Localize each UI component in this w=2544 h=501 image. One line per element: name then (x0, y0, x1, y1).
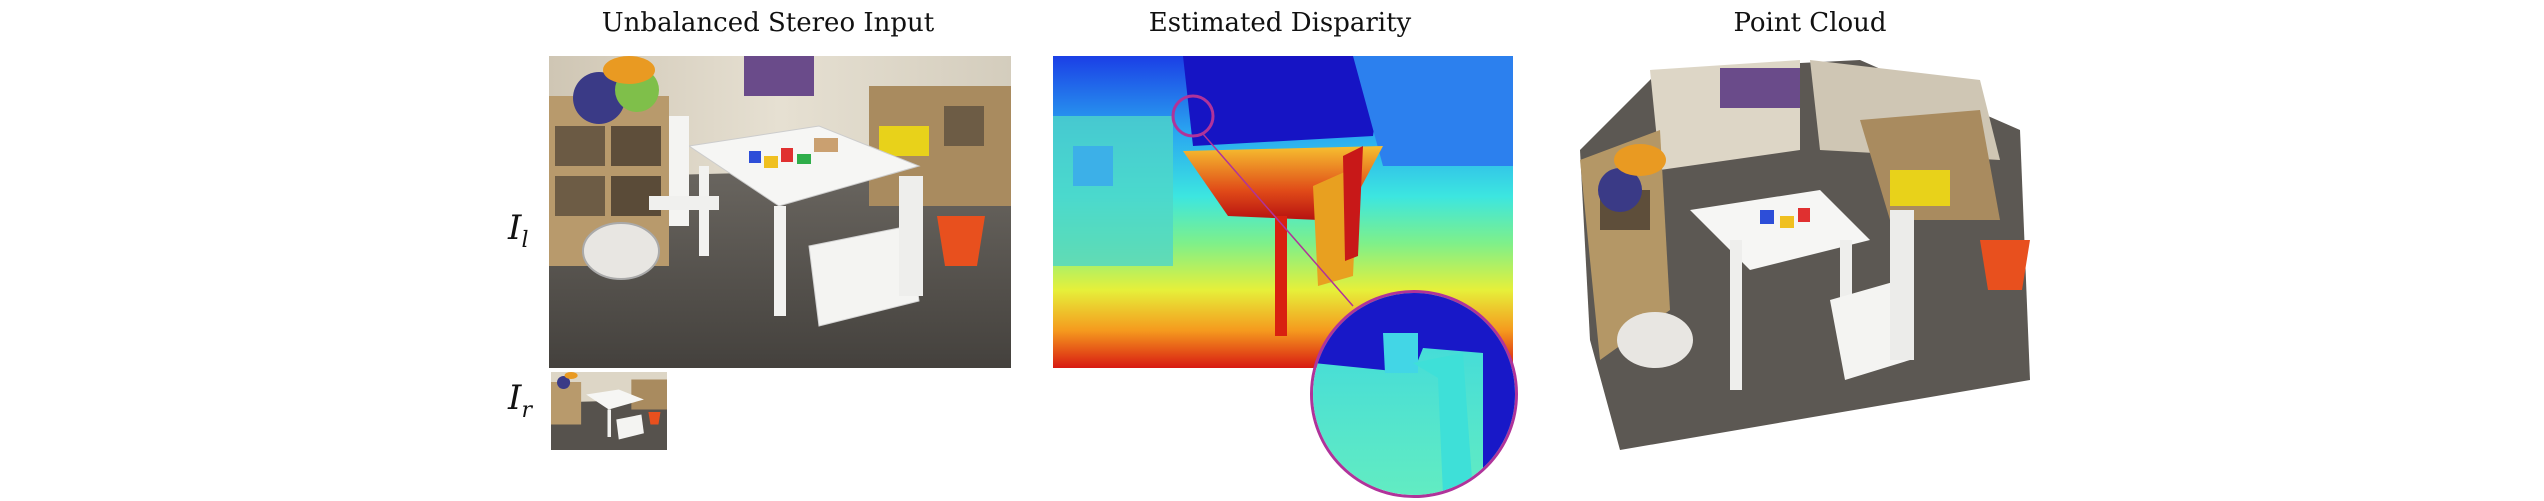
left-stereo-image (549, 56, 1011, 368)
title-input: Unbalanced Stereo Input (601, 8, 935, 38)
point-cloud (1560, 40, 2040, 460)
disparity-map (1053, 56, 1513, 368)
right-label-sub: r (521, 397, 532, 423)
right-label-symbol: I (508, 378, 522, 418)
title-pointcloud: Point Cloud (1733, 8, 1887, 38)
zoom-inset (1310, 290, 1518, 498)
left-image-label: Il (508, 208, 528, 253)
right-image-label: Ir (508, 378, 532, 423)
left-label-symbol: I (508, 208, 522, 248)
right-stereo-image (551, 372, 667, 450)
title-disparity: Estimated Disparity (1148, 8, 1412, 38)
left-label-sub: l (521, 227, 529, 253)
